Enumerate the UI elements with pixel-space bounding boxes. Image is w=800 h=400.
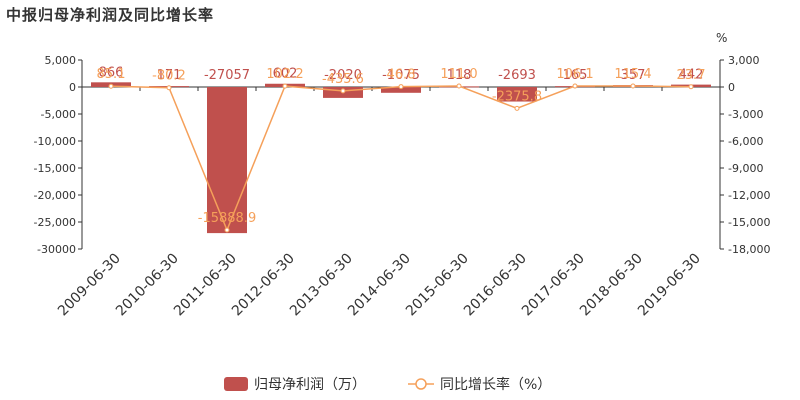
y-right-tick-label: -12,000 <box>728 189 770 202</box>
y-left-tick-label: 0 <box>69 81 76 94</box>
growth-point <box>688 84 694 90</box>
legend-bar-label: 归母净利润（万） <box>254 376 366 393</box>
legend-bar-swatch <box>224 377 248 391</box>
bar-data-label: 118 <box>447 68 472 83</box>
bar-data-label: 357 <box>621 68 646 83</box>
line-data-label: 102.2 <box>266 67 303 82</box>
line-data-label: 106.1 <box>556 67 593 82</box>
y-left-tick-label: 5,000 <box>45 54 77 67</box>
growth-point <box>166 85 172 91</box>
bar-data-label: 171 <box>157 68 182 83</box>
chart-title: 中报归母净利润及同比增长率 <box>6 6 215 24</box>
line-data-label: -2375.8 <box>492 89 542 104</box>
y-left-tick-label: -25,000 <box>34 216 76 229</box>
growth-point <box>282 83 288 89</box>
line-data-label: -80.2 <box>152 69 186 84</box>
bar <box>381 87 421 93</box>
y-left-tick-label: -10,000 <box>34 135 76 148</box>
bar-data-label: 602 <box>273 67 298 82</box>
bar-data-label: -2693 <box>498 68 536 83</box>
y-left-tick-label: -30000 <box>37 243 76 256</box>
line-data-label: -435.6 <box>322 72 364 87</box>
bar-data-label: -27057 <box>204 68 250 83</box>
line-data-label: -15888.9 <box>198 211 256 226</box>
line-data-label: 85.1 <box>97 67 126 82</box>
y-left-tick-label: -5,000 <box>41 108 76 121</box>
growth-point <box>108 83 114 89</box>
y-right-tick-label: -6,000 <box>728 135 763 148</box>
legend-line-label: 同比增长率（%） <box>440 376 551 393</box>
y-left-tick-label: -20,000 <box>34 189 76 202</box>
legend-line-marker <box>415 378 427 390</box>
growth-point <box>456 83 462 89</box>
line-data-label: 46.8 <box>387 68 416 83</box>
bar-data-label: -1075 <box>382 68 420 83</box>
growth-point <box>398 84 404 90</box>
bar-data-label: 442 <box>679 68 704 83</box>
x-tick-label: 2019-06-30 <box>635 251 704 320</box>
y-right-tick-label: 3,000 <box>728 54 760 67</box>
y-right-tick-label: -9,000 <box>728 162 763 175</box>
y-left-tick-label: -15,000 <box>34 162 76 175</box>
bar-data-label: 866 <box>99 65 124 80</box>
growth-line <box>110 85 692 232</box>
y-right-tick-label: 0 <box>728 81 735 94</box>
growth-point <box>514 105 520 111</box>
bar-data-label: -2020 <box>324 68 362 83</box>
line-data-label: 23.7 <box>677 68 706 83</box>
line-data-label: 115.4 <box>614 67 651 82</box>
growth-point <box>572 83 578 89</box>
y-right-tick-label: -18,000 <box>728 243 770 256</box>
bar <box>497 87 537 102</box>
line-data-label: 111.0 <box>440 67 477 82</box>
growth-point <box>630 83 636 89</box>
bar-data-label: 165 <box>563 68 588 83</box>
growth-point <box>224 227 230 233</box>
y-right-tick-label: -3,000 <box>728 108 763 121</box>
y-right-unit-label: % <box>716 31 727 45</box>
growth-point <box>340 88 346 94</box>
y-right-tick-label: -15,000 <box>728 216 770 229</box>
bar <box>207 87 247 234</box>
